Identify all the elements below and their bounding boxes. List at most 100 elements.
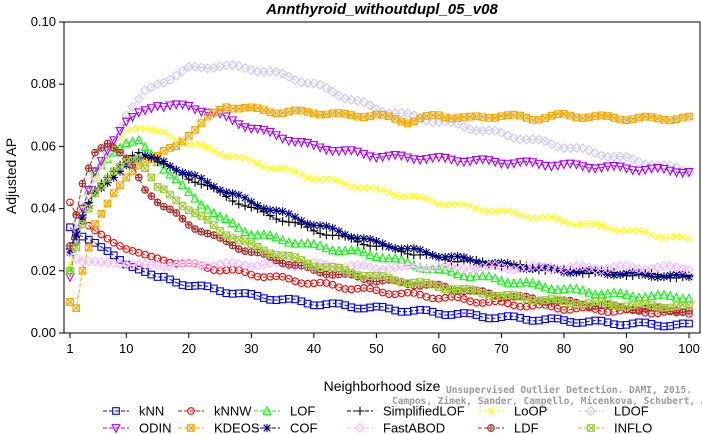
data-point [596, 163, 607, 174]
data-point [515, 277, 525, 287]
data-point [89, 172, 101, 183]
data-point [328, 223, 337, 233]
data-point [516, 314, 525, 322]
data-point [296, 138, 307, 148]
x-tick-label: 50 [369, 341, 383, 356]
data-point [590, 288, 600, 299]
data-point [427, 263, 438, 274]
data-point [190, 171, 200, 180]
data-point [102, 146, 113, 157]
data-point [490, 258, 500, 268]
data-point [590, 164, 600, 174]
data-point [309, 221, 319, 230]
data-point [239, 63, 251, 74]
data-point [678, 293, 688, 303]
data-point [291, 167, 299, 176]
data-point [290, 238, 300, 248]
x-tick-label: 10 [119, 341, 133, 356]
data-point [366, 183, 374, 192]
data-point [521, 276, 532, 287]
data-point [135, 124, 143, 132]
data-point [396, 151, 407, 162]
data-point [685, 112, 693, 121]
data-point [547, 111, 556, 120]
data-point [634, 166, 644, 177]
x-tick-label: 60 [432, 341, 446, 356]
data-point [147, 252, 156, 261]
data-point [565, 268, 575, 278]
data-point [578, 114, 587, 122]
data-point [490, 260, 501, 272]
data-point [553, 161, 563, 171]
data-point [272, 214, 281, 224]
data-point [585, 299, 593, 307]
data-point [635, 306, 643, 314]
data-point [421, 155, 432, 165]
data-point [378, 239, 387, 249]
data-point [266, 164, 274, 173]
data-point [415, 245, 425, 255]
data-point [360, 184, 368, 192]
data-point [227, 59, 238, 71]
data-point [146, 152, 156, 162]
data-point [402, 108, 413, 119]
data-point [559, 283, 569, 294]
data-point [140, 141, 150, 152]
series-odin [65, 100, 694, 283]
data-point [191, 126, 199, 134]
data-point [197, 141, 205, 149]
data-point [97, 144, 105, 152]
data-point [189, 61, 201, 72]
data-point [233, 60, 244, 72]
data-point [459, 270, 469, 281]
data-point [653, 273, 663, 282]
data-point [271, 66, 282, 77]
data-point [496, 275, 507, 285]
data-point [278, 109, 287, 118]
data-point [202, 204, 213, 214]
data-point [284, 237, 294, 247]
data-point [641, 228, 649, 236]
data-point [508, 132, 520, 144]
data-point [265, 127, 275, 138]
data-point [665, 166, 675, 177]
data-point [535, 115, 543, 124]
data-point [465, 271, 475, 281]
data-point [91, 189, 99, 197]
data-point [390, 253, 400, 263]
legend-marker [354, 422, 366, 434]
data-point [583, 145, 595, 156]
data-point [590, 147, 601, 159]
data-point [209, 182, 219, 192]
data-point [84, 204, 93, 213]
legend-marker [262, 405, 272, 415]
series-line [69, 158, 690, 309]
data-point [502, 130, 513, 141]
data-point [253, 104, 262, 112]
data-point [390, 244, 400, 253]
data-point [66, 298, 74, 306]
data-point [659, 289, 669, 299]
data-point [422, 195, 431, 203]
data-point [684, 293, 694, 303]
data-point [440, 252, 450, 262]
data-point [214, 259, 226, 270]
data-point [621, 260, 632, 272]
legend-label: INFLO [614, 421, 652, 434]
data-point [534, 263, 544, 273]
data-point [171, 173, 181, 184]
data-point [191, 209, 199, 217]
data-point [196, 62, 207, 73]
legend-label: FastABOD [383, 421, 445, 434]
data-point [541, 296, 550, 304]
data-point [302, 237, 313, 248]
data-point [127, 101, 138, 113]
data-point [547, 263, 556, 273]
data-point [104, 139, 111, 147]
data-point [210, 231, 218, 239]
data-point [78, 266, 87, 275]
data-point [129, 161, 136, 169]
data-point [66, 198, 74, 207]
data-point [303, 219, 312, 229]
data-point [534, 160, 544, 170]
